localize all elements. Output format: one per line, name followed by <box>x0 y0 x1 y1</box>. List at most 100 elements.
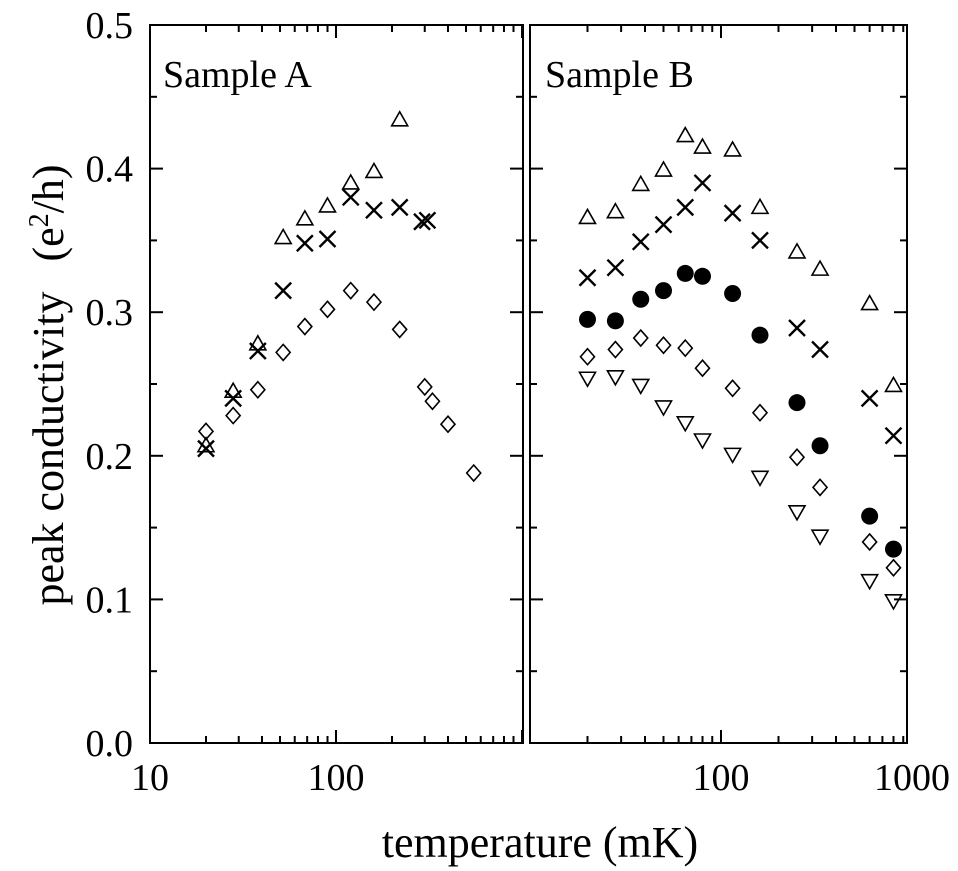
filled-circle-marker <box>751 326 769 344</box>
triangle-up-marker <box>723 140 742 157</box>
diamond-marker <box>694 358 711 378</box>
cross-marker <box>418 211 437 230</box>
diamond-marker <box>319 300 336 319</box>
triangle-up-marker <box>787 242 807 259</box>
triangle-down-marker <box>810 529 830 546</box>
triangle-up-marker <box>884 375 903 393</box>
panel-label-sample-a: Sample A <box>163 54 312 96</box>
triangle-down-marker <box>723 447 742 464</box>
diamond-marker <box>391 320 408 339</box>
diamond-marker <box>225 406 242 425</box>
filled-circle-marker <box>693 267 711 285</box>
cross-marker <box>413 212 431 231</box>
cross-marker <box>723 204 742 222</box>
diamond-marker <box>632 328 649 348</box>
y-tick-label: 0.4 <box>86 149 134 191</box>
cross-marker <box>274 281 293 300</box>
triangle-down-marker <box>654 400 673 417</box>
filled-circle-marker <box>811 437 829 455</box>
diamond-marker <box>861 532 878 552</box>
triangle-up-marker <box>341 173 361 190</box>
plot-frame-sample-a <box>149 24 524 744</box>
y-axis-label: peak conductivity <box>24 292 73 606</box>
triangle-up-marker <box>578 207 597 225</box>
diamond-marker <box>249 380 266 399</box>
diamond-marker <box>416 377 433 397</box>
filled-circle-marker <box>861 507 879 525</box>
triangle-down-marker <box>884 594 903 611</box>
diamond-marker <box>579 347 596 366</box>
y-tick-label: 0.1 <box>86 579 134 621</box>
cross-marker <box>860 389 879 408</box>
axis-ticks: 10 100 100 1000 0.0 0.1 0.2 0.3 0.4 0.5 <box>86 5 951 799</box>
diamond-marker <box>197 422 215 441</box>
filled-circle-marker <box>884 540 902 558</box>
diamond-marker <box>342 281 359 300</box>
plot-frames <box>149 24 908 744</box>
cross-marker <box>788 319 806 337</box>
triangle-up-marker <box>810 259 830 276</box>
y-tick-label: 0.3 <box>86 292 134 334</box>
diamond-marker <box>655 336 672 355</box>
x-axis-title: temperature (mK) <box>382 818 698 867</box>
cross-marker <box>811 340 829 359</box>
triangle-down-marker <box>578 371 597 388</box>
triangle-up-marker <box>223 381 243 398</box>
diamond-marker <box>607 340 624 359</box>
triangle-up-marker <box>693 137 712 154</box>
diamond-marker <box>365 292 383 312</box>
data-points <box>196 110 903 611</box>
x-tick-label: 100 <box>308 757 365 799</box>
cross-marker <box>751 231 769 250</box>
triangle-up-marker <box>654 160 673 177</box>
triangle-down-marker <box>606 370 625 387</box>
y-axis-unit-rest: /h) <box>24 164 73 213</box>
y-axis-unit: (e <box>24 227 73 261</box>
triangle-up-marker <box>273 227 293 245</box>
diamond-marker <box>424 392 441 411</box>
cross-marker <box>318 230 337 248</box>
triangle-down-marker <box>675 415 695 433</box>
triangle-up-marker <box>631 174 651 192</box>
triangle-up-marker <box>860 293 880 311</box>
triangle-down-marker <box>631 378 651 396</box>
cross-marker <box>365 201 383 220</box>
filled-circle-marker <box>578 310 596 328</box>
filled-circle-marker <box>676 264 694 282</box>
svg-text:peak conductivity(e2/h): peak conductivity (e2/h) <box>24 164 73 605</box>
cross-marker <box>197 439 215 458</box>
x-tick-label: 100 <box>693 757 750 799</box>
filled-circle-marker <box>632 290 650 308</box>
x-tick-label: 1000 <box>874 757 950 799</box>
triangle-up-marker <box>248 334 268 351</box>
triangle-up-marker <box>318 196 337 213</box>
cross-marker <box>248 342 267 360</box>
cross-marker <box>606 258 625 277</box>
triangle-up-marker <box>295 209 315 226</box>
cross-marker <box>224 389 243 408</box>
triangle-up-marker <box>364 161 384 179</box>
triangle-down-marker <box>787 505 807 522</box>
filled-circle-marker <box>606 312 624 330</box>
y-axis-title: peak conductivity (e2/h) <box>24 164 73 605</box>
diamond-marker <box>788 448 806 467</box>
cross-marker <box>578 268 597 287</box>
x-tick-label: 10 <box>131 757 169 799</box>
cross-marker <box>676 198 695 217</box>
filled-circle-marker <box>724 285 742 303</box>
diamond-marker <box>885 558 902 578</box>
diamond-marker <box>724 379 741 398</box>
diamond-marker <box>811 478 829 497</box>
cross-marker <box>693 174 712 192</box>
triangle-down-marker <box>750 470 770 487</box>
y-tick-label: 0.2 <box>86 436 134 478</box>
y-axis-unit-superscript: 2 <box>24 213 55 227</box>
y-tick-label: 0.5 <box>86 5 134 47</box>
panel-label-sample-b: Sample B <box>545 54 694 96</box>
triangle-up-marker <box>750 197 770 215</box>
cross-marker <box>654 215 673 234</box>
triangle-up-marker <box>675 125 695 143</box>
cross-marker <box>631 232 650 251</box>
filled-circle-marker <box>788 394 806 412</box>
